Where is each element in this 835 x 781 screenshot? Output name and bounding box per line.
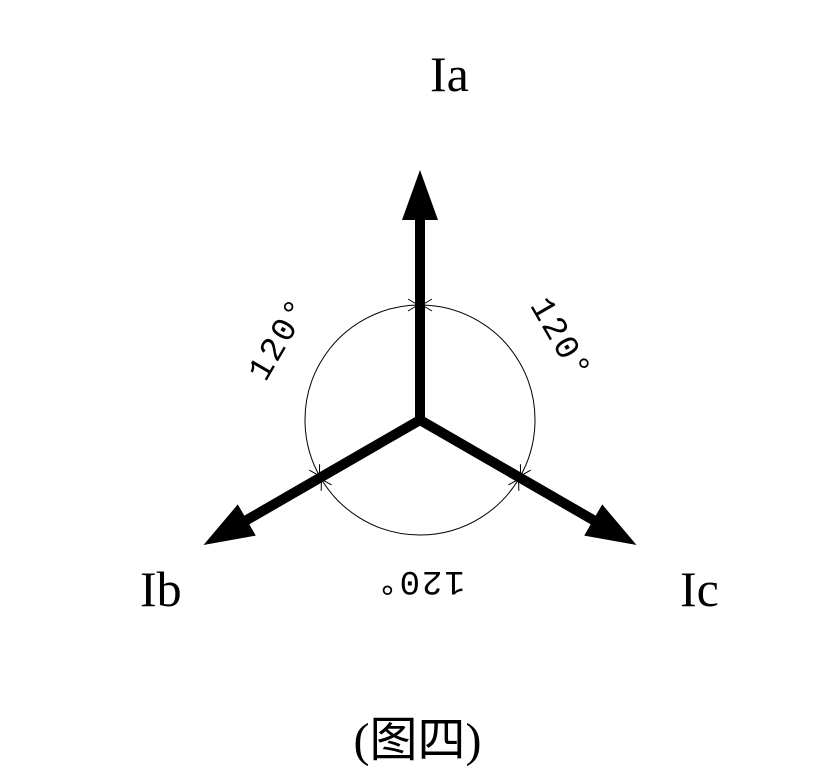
angle-arc-2	[320, 478, 519, 535]
label-Ia: Ia	[430, 45, 469, 103]
vector-Ib	[227, 420, 420, 531]
label-Ic: Ic	[680, 560, 719, 618]
figure-caption: (图四)	[0, 700, 835, 770]
vector-Ib-head	[203, 504, 255, 545]
label-Ib: Ib	[140, 560, 182, 618]
vector-Ia-head	[402, 170, 438, 220]
phasor-stage	[0, 0, 835, 781]
vector-Ic	[420, 420, 613, 531]
vector-Ic-head	[584, 504, 636, 545]
angle-label-2: 120°	[375, 561, 465, 599]
